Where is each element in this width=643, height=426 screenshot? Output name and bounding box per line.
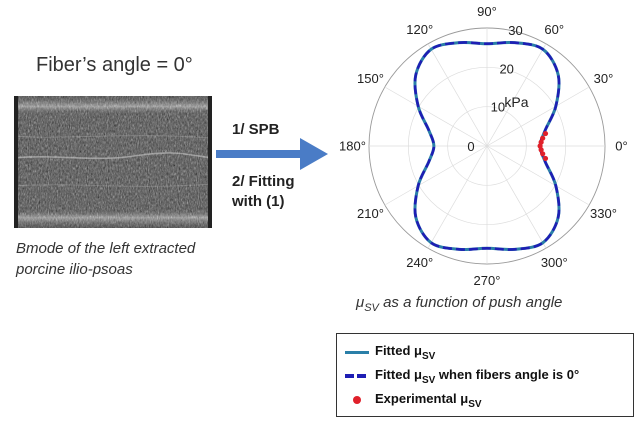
chart-legend: Fitted μSV Fitted μSV when fibers angle … xyxy=(336,333,634,417)
legend-label-fitted-dashed: Fitted μSV when fibers angle is 0° xyxy=(375,367,580,386)
legend-label-fitted: Fitted μSV xyxy=(375,343,435,362)
experimental-point xyxy=(538,139,544,145)
angle-tick-label: 0° xyxy=(615,139,627,154)
angle-tick-label: 60° xyxy=(544,22,564,37)
experimental-point xyxy=(540,151,546,157)
angle-tick-label: 330° xyxy=(590,206,617,221)
radial-unit-label: kPa xyxy=(504,94,528,110)
polar-caption-mu: μ xyxy=(356,294,365,311)
polar-spoke-300 xyxy=(486,145,547,249)
angle-tick-label: 180° xyxy=(339,139,366,154)
legend-item-fitted-dashed: Fitted μSV when fibers angle is 0° xyxy=(345,364,630,388)
bmode-image xyxy=(14,96,212,228)
legend-dot-swatch xyxy=(353,396,361,404)
polar-spoke-330 xyxy=(486,145,590,206)
polar-spoke-240 xyxy=(427,145,488,249)
legend-exp-main: Experimental μ xyxy=(375,391,469,406)
bmode-caption-line2: porcine ilio-psoas xyxy=(16,261,133,278)
polar-caption-sub: SV xyxy=(364,302,379,314)
angle-tick-label: 90° xyxy=(477,4,497,19)
fiber-angle-title: Fiber’s angle = 0° xyxy=(36,54,193,76)
step-spb-label: 1/ SPB xyxy=(232,121,280,138)
polar-grid xyxy=(368,27,606,265)
bmode-caption-line1: Bmode of the left extracted xyxy=(16,240,196,257)
legend-dashed-after: when fibers angle is 0° xyxy=(435,367,580,382)
radial-tick-label: 10 xyxy=(491,100,505,115)
bmode-caption: Bmode of the left extracted porcine ilio… xyxy=(16,238,216,280)
angle-tick-label: 150° xyxy=(357,71,384,86)
legend-exp-sub: SV xyxy=(468,399,482,410)
legend-fitted-main: Fitted μ xyxy=(375,343,422,358)
polar-spoke-30 xyxy=(486,86,590,147)
center-tick-label: 0 xyxy=(467,139,474,154)
polar-chart: 0° 30° 60° 90° 120° 150° 180° 210° 240° 270° 300° 3… xyxy=(339,4,628,288)
legend-item-experimental: Experimental μSV xyxy=(345,388,630,412)
polar-caption: μSV as a function of push angle xyxy=(356,294,636,314)
legend-item-fitted: Fitted μSV xyxy=(345,340,630,364)
fitted-curve-dashed xyxy=(413,41,561,251)
legend-line-swatch xyxy=(345,351,369,354)
polar-curves xyxy=(413,40,561,252)
angle-tick-label: 270° xyxy=(474,273,501,288)
angle-tick-label: 120° xyxy=(406,22,433,37)
polar-spoke-150 xyxy=(384,86,488,147)
experimental-point xyxy=(540,135,546,141)
angle-tick-label: 240° xyxy=(406,255,433,270)
legend-label-experimental: Experimental μSV xyxy=(375,391,482,410)
experimental-point xyxy=(542,155,549,162)
polar-caption-text: as a function of push angle xyxy=(378,294,563,311)
experimental-points xyxy=(537,130,549,162)
polar-spoke-60 xyxy=(486,43,547,147)
polar-labels: 0° 30° 60° 90° 120° 150° 180° 210° 240° 270° 300° 3… xyxy=(339,4,628,288)
radial-tick-label: 20 xyxy=(499,61,513,76)
polar-spoke-120 xyxy=(427,43,488,147)
polar-spoke-210 xyxy=(384,145,488,206)
angle-tick-label: 30° xyxy=(594,71,614,86)
experimental-point xyxy=(542,130,549,137)
legend-dashed-sub: SV xyxy=(421,375,436,386)
step-fitting-label: 2/ Fitting with (1) xyxy=(232,173,295,210)
legend-dash-swatch xyxy=(345,374,369,378)
legend-fitted-sub: SV xyxy=(421,351,436,362)
angle-tick-label: 300° xyxy=(541,255,568,270)
angle-tick-label: 210° xyxy=(357,206,384,221)
right-arrow-icon xyxy=(216,138,328,170)
radial-tick-label: 30 xyxy=(508,23,522,38)
legend-dashed-main: Fitted μ xyxy=(375,367,422,382)
